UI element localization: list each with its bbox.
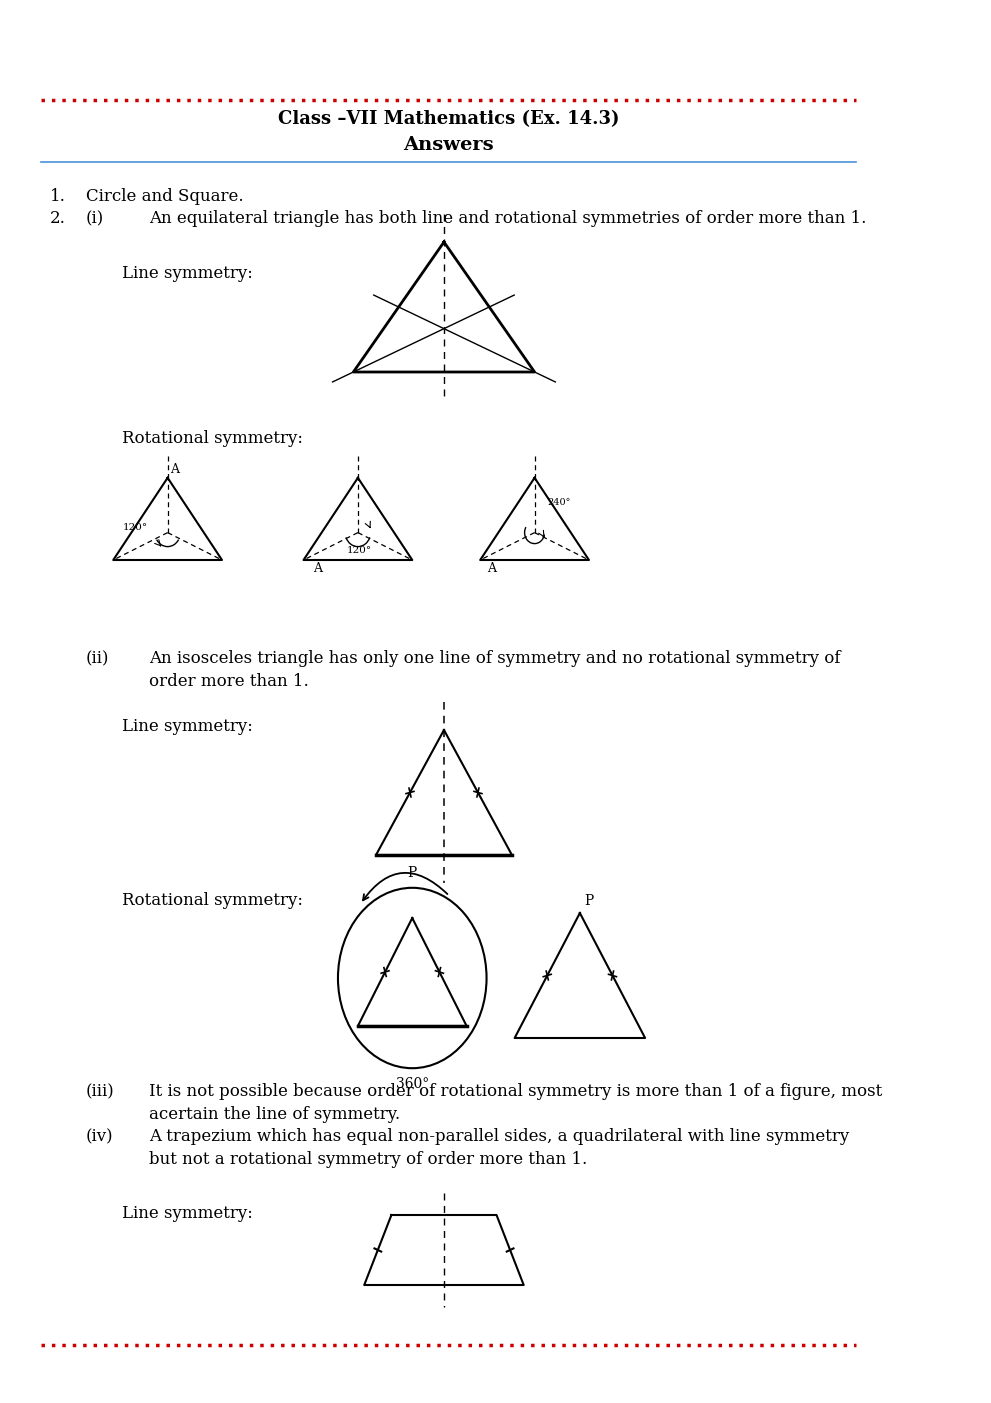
Text: Rotational symmetry:: Rotational symmetry: xyxy=(122,892,303,909)
Text: P: P xyxy=(585,894,594,908)
Text: (iii): (iii) xyxy=(86,1083,115,1100)
Text: (iv): (iv) xyxy=(86,1128,114,1145)
Text: It is not possible because order of rotational symmetry is more than 1 of a figu: It is not possible because order of rota… xyxy=(150,1083,883,1100)
Text: (ii): (ii) xyxy=(86,650,110,666)
Text: P: P xyxy=(407,866,417,880)
Text: 240°: 240° xyxy=(547,498,571,506)
Text: Line symmetry:: Line symmetry: xyxy=(122,265,253,282)
Text: A: A xyxy=(488,563,496,575)
Text: 360°: 360° xyxy=(395,1078,429,1092)
Text: (i): (i) xyxy=(86,210,104,227)
Text: Line symmetry:: Line symmetry: xyxy=(122,718,253,735)
Text: acertain the line of symmetry.: acertain the line of symmetry. xyxy=(150,1106,400,1122)
Text: A: A xyxy=(312,563,322,575)
Text: 120°: 120° xyxy=(347,546,373,554)
Text: A: A xyxy=(170,463,179,476)
Text: Rotational symmetry:: Rotational symmetry: xyxy=(122,429,303,448)
Text: Circle and Square.: Circle and Square. xyxy=(86,188,244,205)
Text: 1.: 1. xyxy=(50,188,65,205)
Text: An isosceles triangle has only one line of symmetry and no rotational symmetry o: An isosceles triangle has only one line … xyxy=(150,650,841,666)
Text: A trapezium which has equal non-parallel sides, a quadrilateral with line symmet: A trapezium which has equal non-parallel… xyxy=(150,1128,849,1145)
Text: order more than 1.: order more than 1. xyxy=(150,673,309,690)
Text: Class –VII Mathematics (Ex. 14.3): Class –VII Mathematics (Ex. 14.3) xyxy=(277,109,619,128)
Text: 120°: 120° xyxy=(123,523,148,532)
Text: Line symmetry:: Line symmetry: xyxy=(122,1205,253,1222)
Text: Answers: Answers xyxy=(403,136,494,154)
Text: An equilateral triangle has both line and rotational symmetries of order more th: An equilateral triangle has both line an… xyxy=(150,210,867,227)
Text: 2.: 2. xyxy=(50,210,65,227)
Text: but not a rotational symmetry of order more than 1.: but not a rotational symmetry of order m… xyxy=(150,1150,588,1169)
